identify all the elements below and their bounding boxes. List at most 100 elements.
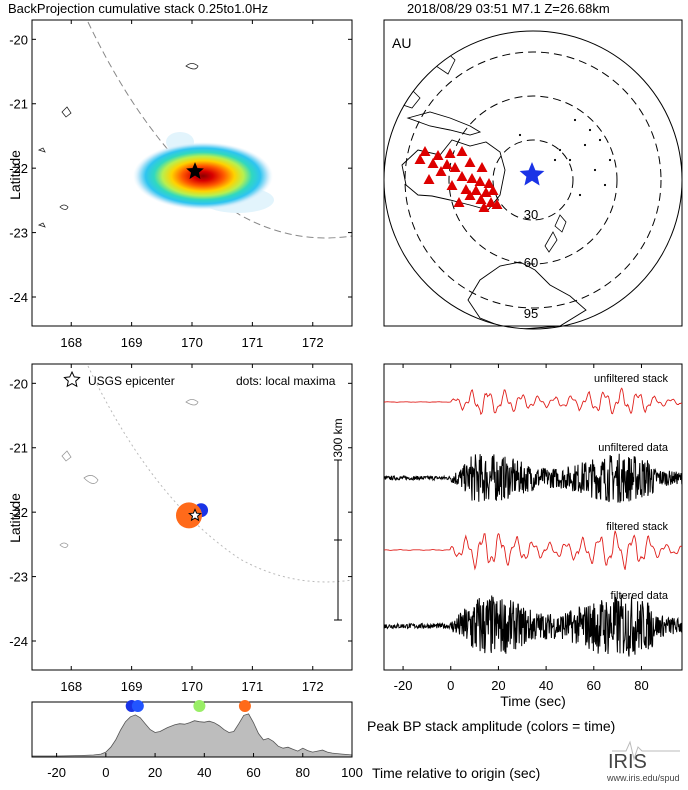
island-dot (573, 118, 577, 122)
island-outline (61, 106, 72, 118)
waveform-axes: -20 0 20 40 60 80 (394, 364, 649, 693)
backprojection-map-ytick-label: -20 (9, 32, 28, 47)
station-triangle (419, 146, 431, 156)
global-array-map-panel: AU 30 60 95 (383, 19, 683, 330)
waveform-xtick-label: 60 (587, 678, 601, 693)
station-triangle (449, 162, 461, 172)
waveform-trace (384, 530, 683, 571)
waveform-trace (383, 453, 683, 503)
distance-ring-30 (492, 139, 574, 221)
stack-energy-heatmap (133, 142, 273, 210)
local-maxima-map-xtick-label: 172 (302, 679, 324, 694)
peak-time-dot (131, 700, 144, 712)
legend: USGS epicenter dots: local maxima (63, 370, 336, 388)
station-triangle (453, 197, 465, 207)
station-triangle (456, 171, 468, 181)
island-dot (603, 183, 607, 187)
waveform-trace (383, 387, 683, 416)
station-triangle (475, 194, 487, 204)
station-triangle (487, 185, 499, 195)
local-maxima-map-ytick-label: -22 (9, 505, 28, 520)
usgs-epicenter-star (186, 162, 204, 179)
waveform-trace-label: unfiltered stack (594, 373, 668, 385)
peak-time-dot (238, 700, 251, 712)
station-triangle (441, 159, 453, 169)
backprojection-map-axes: 168 169 170 171 172 -20 -21 -22 -23 -24 (9, 20, 352, 350)
island-outline (37, 222, 46, 228)
new-guinea-coastline (406, 111, 482, 136)
peak-amplitude-xtick-label: 60 (246, 765, 260, 780)
waveform-trace-label: filtered data (611, 590, 669, 602)
peak-amplitude-xtick-label: 40 (197, 765, 211, 780)
station-triangle (485, 197, 497, 207)
peak-amplitude-xtick-label: 100 (341, 765, 363, 780)
waveform-xtick-label: 0 (447, 678, 454, 693)
island-outline (185, 63, 199, 70)
local-maxima-map-xtick-label: 168 (60, 679, 82, 694)
station-triangle (478, 202, 490, 212)
peak-amplitude-xtick-label: 0 (102, 765, 109, 780)
plate-boundary-line (87, 21, 352, 239)
peak-amplitude-panel: -20 0 20 40 60 80 100 Peak BP stack amplitude … (31, 700, 615, 781)
waveform-frame (383, 363, 683, 671)
region-label: AU (392, 35, 411, 51)
usgs-epicenter-star (188, 508, 202, 522)
station-triangle (483, 178, 495, 188)
backprojection-map-ytick-label: -23 (9, 226, 28, 241)
peak-amplitude-fill (31, 713, 353, 758)
event-star (519, 162, 545, 186)
local-maxima-map-xtick-label: 169 (121, 679, 143, 694)
waveform-trace (383, 594, 683, 657)
station-triangle (432, 150, 444, 160)
island-outline (59, 542, 69, 548)
seismogram-logo-icon (612, 740, 680, 761)
island-dot (558, 148, 562, 152)
station-triangle (456, 146, 468, 156)
event-star-icon (519, 162, 545, 186)
local-maximum-dot (175, 502, 202, 529)
backprojection-map-xtick-label: 172 (302, 335, 324, 350)
peak-amplitude-xtick-label: 80 (296, 765, 310, 780)
logo-url: www.iris.edu/spud (606, 773, 680, 783)
island-outline (37, 147, 46, 153)
local-maxima-map-panel: 168 169 170 171 172-20-21-22-23-24 Latitude … (7, 363, 353, 694)
station-triangle (464, 157, 476, 167)
peak-time-dot (193, 700, 206, 712)
station-triangle (444, 148, 456, 158)
waveform-xtick-label: 80 (634, 678, 648, 693)
island-outline (59, 204, 69, 210)
globe-contents (395, 45, 662, 329)
peak-amplitude-frame (31, 701, 353, 758)
island-dot (578, 193, 582, 197)
backprojection-map-ylabel: Latitude (7, 150, 23, 200)
station-triangle (446, 180, 458, 190)
ring-label-60: 60 (524, 255, 538, 270)
peak-amplitude-xtick-label: -20 (47, 765, 66, 780)
local-maxima-map-xtick-label: 171 (242, 679, 264, 694)
event-info: 2018/08/29 03:51 M7.1 Z=26.68km (407, 1, 610, 16)
waveform-xtick-label: -20 (394, 678, 413, 693)
peak-amplitude-xtick-label: 20 (148, 765, 162, 780)
station-triangle (491, 199, 503, 209)
waveform-trace-label: filtered stack (606, 521, 668, 533)
island-outline (185, 399, 199, 406)
peak-amplitude-title: Peak BP stack amplitude (colors = time) (367, 718, 615, 734)
island-dot (553, 158, 557, 162)
waveform-traces: unfiltered stack unfiltered data filtered … (383, 373, 683, 657)
main-title: BackProjection cumulative stack 0.25to1.… (8, 1, 268, 16)
plate-boundary-line (87, 365, 352, 583)
legend-epicenter-label: USGS epicenter (88, 374, 175, 388)
station-triangle (464, 190, 476, 200)
backprojection-map-xtick-label: 170 (181, 335, 203, 350)
waveform-panel: unfiltered stack unfiltered data filtered … (383, 363, 683, 709)
local-maxima-map-xtick-label: 170 (181, 679, 203, 694)
legend-dots-label: dots: local maxima (236, 374, 336, 388)
backprojection-map-xtick-label: 168 (60, 335, 82, 350)
island-outline (83, 475, 99, 484)
ring-label-95: 95 (524, 306, 538, 321)
logo-wordmark: IRIS (608, 751, 647, 773)
waveform-xtick-label: 20 (491, 678, 505, 693)
backprojection-map-xtick-label: 169 (121, 335, 143, 350)
new-zealand-coastline (544, 231, 558, 253)
